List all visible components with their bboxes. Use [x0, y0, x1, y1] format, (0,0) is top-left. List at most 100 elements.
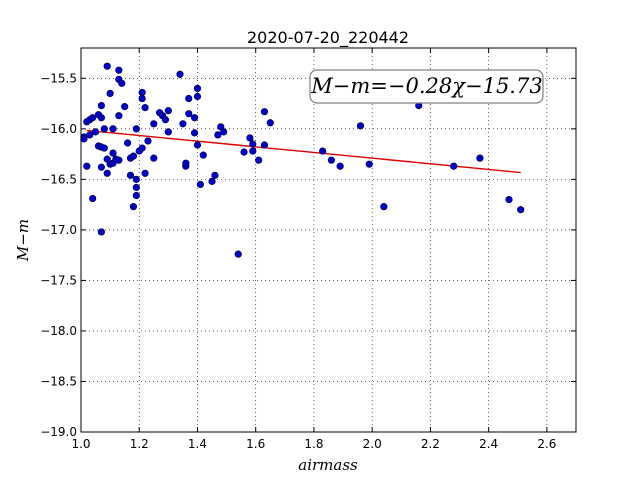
data-point [450, 162, 458, 170]
y-tick-label: −18.5 [40, 374, 77, 388]
data-point [356, 122, 365, 130]
data-point [505, 195, 513, 204]
data-point [138, 144, 146, 152]
data-point [199, 151, 207, 159]
data-point [83, 162, 91, 170]
data-point [249, 140, 257, 148]
y-tick-label: −17.0 [40, 223, 77, 237]
data-point [255, 156, 263, 164]
data-point [193, 141, 202, 149]
data-point [126, 171, 135, 179]
data-point [109, 149, 117, 157]
data-point [91, 128, 100, 136]
data-point [476, 154, 484, 162]
data-point [123, 139, 132, 147]
data-point [176, 70, 184, 78]
data-point [193, 84, 202, 93]
data-point [97, 114, 105, 122]
x-tick-label: 1.2 [130, 437, 149, 451]
data-point [196, 180, 204, 189]
data-point [118, 79, 126, 87]
data-point [89, 194, 97, 203]
x-tick-label: 1.0 [71, 437, 90, 451]
x-tick-label: 2.6 [537, 437, 556, 451]
y-tick-label: −18.0 [40, 324, 77, 338]
x-axis-label: airmass [298, 456, 358, 474]
data-point [100, 144, 108, 152]
data-point [106, 89, 114, 98]
data-point [246, 134, 254, 142]
data-point [164, 128, 172, 136]
data-point [141, 104, 149, 112]
data-point [138, 88, 146, 97]
data-points [80, 62, 525, 258]
data-point [141, 169, 149, 177]
x-tick-label: 2.2 [421, 437, 440, 451]
data-point [179, 120, 187, 128]
y-tick-label: −16.0 [40, 122, 77, 136]
data-point [150, 154, 158, 162]
data-point [89, 114, 97, 122]
data-point [144, 137, 152, 145]
y-tick-label: −15.5 [40, 71, 77, 85]
annotation-frame [309, 69, 544, 104]
data-point [336, 162, 344, 170]
data-point [260, 108, 269, 116]
data-point [115, 112, 123, 120]
x-tick-label: 2.4 [479, 437, 498, 451]
data-point [190, 129, 199, 137]
data-point [260, 141, 269, 149]
data-point [220, 128, 228, 136]
fit-line [86, 129, 521, 174]
x-tick-label: 1.8 [304, 437, 323, 451]
data-point [208, 177, 216, 185]
chart-title: 2020-07-20_220442 [247, 28, 409, 48]
data-point [319, 147, 327, 155]
x-tick-label: 2.0 [363, 437, 382, 451]
data-point [193, 92, 202, 101]
annotation-text: M−m=−0.28χ−15.73 [310, 74, 542, 98]
data-point [161, 116, 170, 124]
data-point [266, 119, 274, 127]
data-point [211, 171, 219, 179]
data-point [240, 148, 248, 156]
data-point [185, 94, 193, 103]
data-point [132, 191, 140, 200]
data-point [97, 228, 105, 236]
data-point [109, 125, 117, 133]
x-tick-label: 1.6 [246, 437, 265, 451]
data-point [103, 62, 111, 70]
data-point [327, 156, 336, 164]
data-point [129, 203, 138, 211]
y-tick-label: −19.0 [40, 425, 77, 439]
data-point [129, 152, 138, 160]
data-point [164, 107, 172, 115]
data-point [138, 94, 146, 103]
data-point [380, 203, 388, 211]
data-point [132, 125, 140, 133]
data-point [100, 125, 108, 133]
y-axis-label: M−m [14, 219, 32, 262]
y-tick-label: −16.5 [40, 172, 77, 186]
x-tick-label: 1.4 [188, 437, 207, 451]
fit-line-group [86, 129, 521, 174]
data-point [121, 103, 129, 111]
annotation-box: M−m=−0.28χ−15.73 [309, 69, 544, 104]
data-point [132, 183, 140, 192]
axis-ticks: 1.0 1.2 1.4 1.6 1.8 2.0 2.2 2.4 2.6 −15.5 −16.0 −16… [40, 48, 576, 451]
data-point [214, 131, 222, 139]
data-point [185, 110, 193, 118]
data-point [86, 131, 94, 139]
data-point [103, 169, 111, 177]
data-point [249, 147, 257, 155]
data-point [80, 135, 88, 143]
data-point [365, 160, 373, 168]
data-point [150, 120, 158, 128]
data-point [182, 159, 190, 167]
data-point [115, 156, 123, 164]
data-point [97, 101, 105, 110]
data-point [97, 163, 105, 171]
data-point [132, 175, 140, 183]
plot-frame [80, 47, 577, 433]
